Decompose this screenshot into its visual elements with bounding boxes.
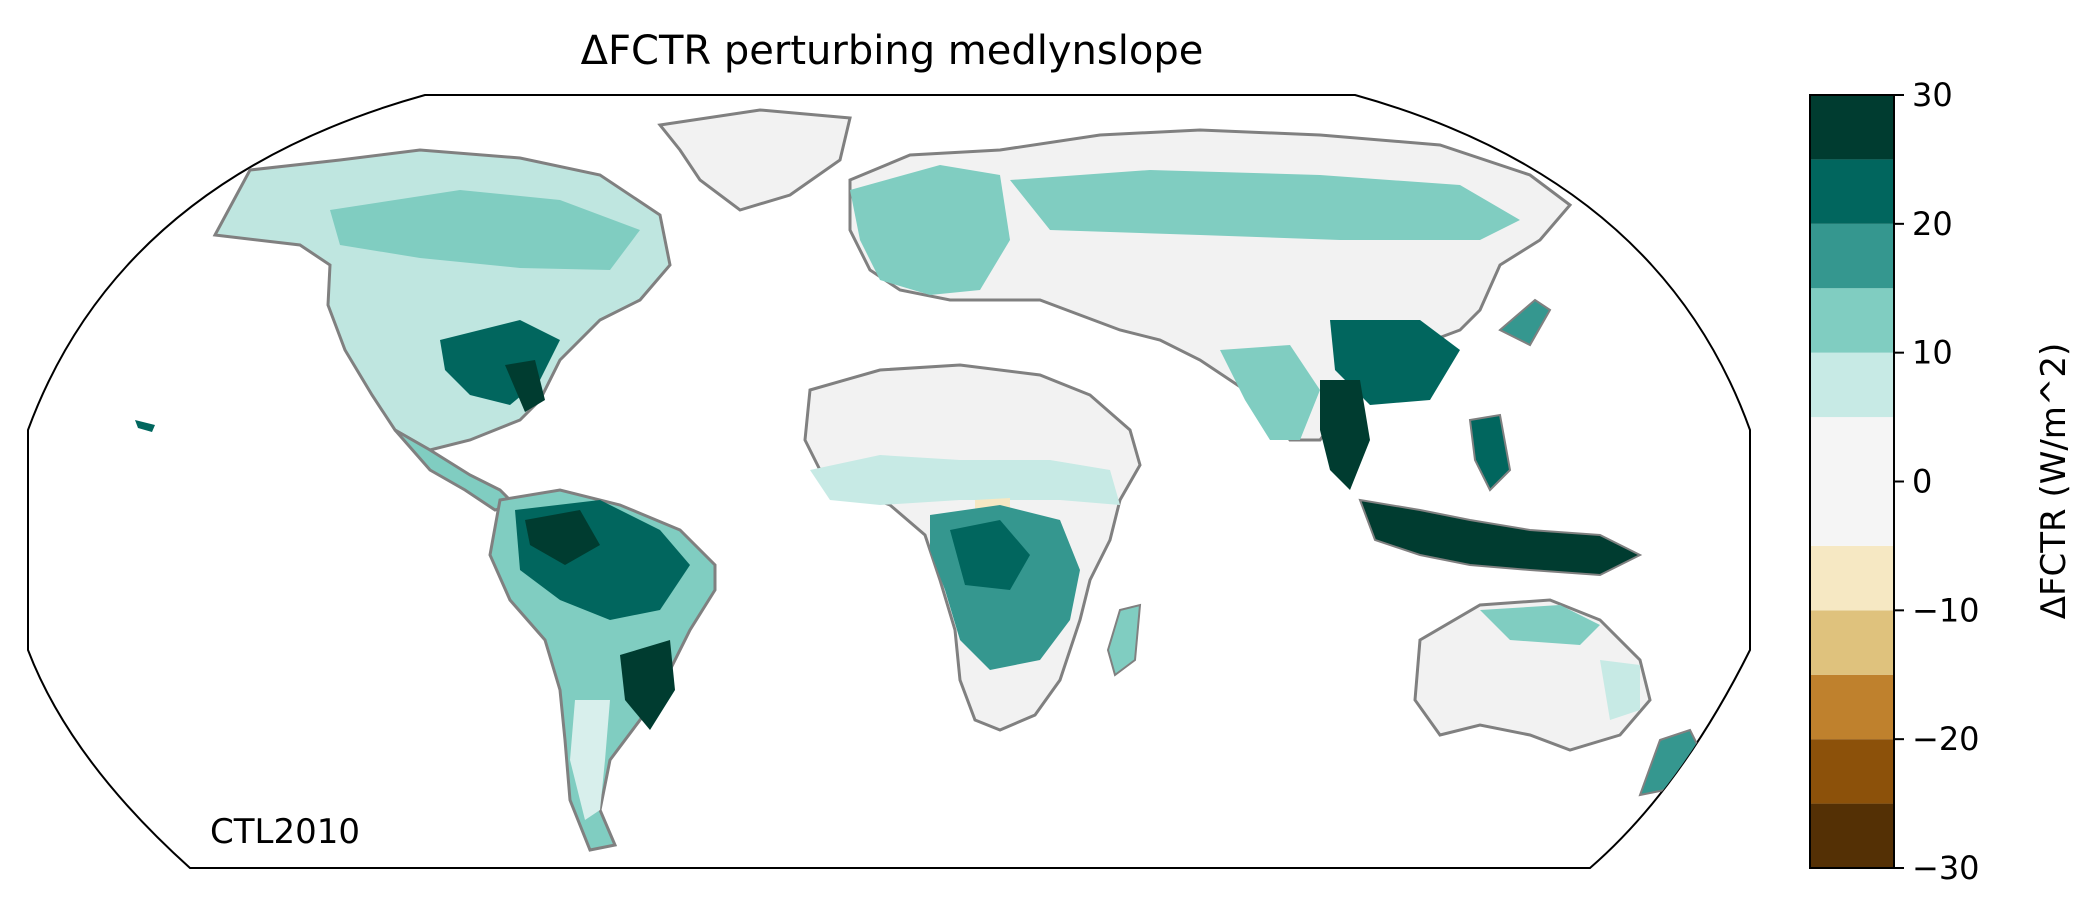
map-panel: CTL2010 [27, 94, 1751, 869]
land-patagonia [570, 700, 610, 820]
land-southeast-asia [1320, 380, 1370, 490]
panel-label: CTL2010 [210, 812, 360, 852]
colorbar-ticks: 30 20 10 0 −10 −20 −30 [1894, 76, 1980, 887]
land-south-asia [1220, 345, 1320, 440]
land-east-australia [1600, 660, 1640, 720]
colorbar-tick-label: 20 [1912, 205, 1953, 243]
land-congo-core [950, 520, 1030, 590]
colorbar-bins [1810, 95, 1894, 868]
colorbar-bin [1810, 95, 1894, 160]
colorbar-bin [1810, 739, 1894, 804]
colorbar-bin [1810, 417, 1894, 546]
land-siberia [1010, 170, 1520, 240]
colorbar-tick-label: 0 [1912, 463, 1932, 501]
land-florida [505, 360, 545, 412]
colorbar-label: ΔFCTR (W/m^2) [2034, 343, 2074, 620]
colorbar-bin [1810, 610, 1894, 675]
colorbar-bin [1810, 674, 1894, 740]
map-title: ΔFCTR perturbing medlynslope [581, 28, 1204, 74]
land-hawaii [135, 420, 155, 432]
colorbar-tick-label: −20 [1912, 720, 1980, 758]
colorbar-bin [1810, 159, 1894, 224]
colorbar-bin [1810, 803, 1894, 868]
colorbar-tick-label: 30 [1912, 76, 1953, 114]
colorbar-bin [1810, 352, 1894, 418]
colorbar-bin [1810, 545, 1894, 611]
land-europe [850, 165, 1010, 295]
land-south-brazil [620, 640, 675, 730]
land-north-australia [1480, 605, 1600, 645]
colorbar-tick-label: −10 [1912, 591, 1980, 629]
colorbar-bin [1810, 288, 1894, 353]
colorbar-bin [1810, 223, 1894, 289]
colorbar-tick-label: 10 [1912, 334, 1953, 372]
land-east-china [1330, 320, 1460, 405]
land-philippines [1468, 413, 1512, 492]
colorbar-tick-label: −30 [1912, 849, 1980, 887]
land-australia [1413, 598, 1652, 752]
land-madagascar [1106, 603, 1142, 677]
land-greenland [657, 108, 852, 212]
land-layer [135, 108, 1702, 852]
land-canada-belt [330, 190, 640, 270]
land-japan [1498, 298, 1552, 347]
land-amazon-core [525, 510, 600, 565]
land-sahel [810, 455, 1120, 505]
land-indonesia [1358, 498, 1643, 577]
colorbar: 30 20 10 0 −10 −20 −30 ΔFCTR (W/m^2) [1809, 76, 2074, 887]
